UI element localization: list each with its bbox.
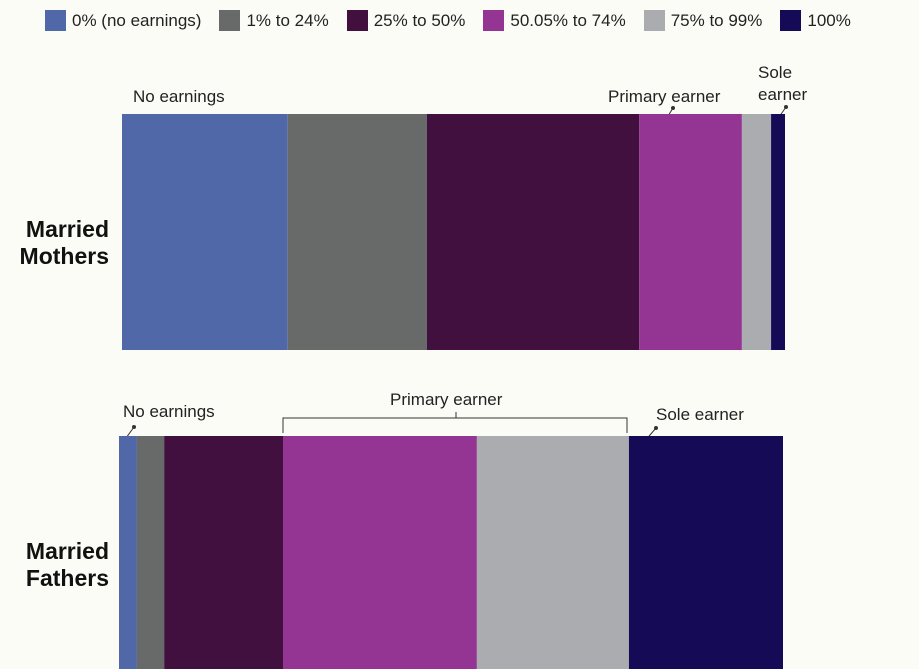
legend-label: 25% to 50% — [373, 10, 466, 30]
legend-label: 50.05% to 74% — [510, 10, 626, 30]
bar-segment — [164, 436, 284, 669]
legend-item: 100% — [780, 10, 851, 31]
legend-swatch — [780, 10, 802, 31]
legend-label: 100% — [807, 10, 851, 30]
legend-swatch — [219, 10, 241, 31]
legend-swatch — [643, 10, 665, 31]
legend: 0% (no earnings) 1% to 24% 25% to 50% 50.05… — [45, 10, 869, 31]
annotation: No earnings — [133, 87, 225, 106]
category-label: Married Mothers — [19, 216, 109, 269]
bar-segment — [639, 114, 742, 350]
bar-segment — [287, 114, 427, 350]
bar-segment — [119, 436, 137, 669]
bracket — [282, 412, 628, 433]
leader-dot — [671, 106, 675, 110]
legend-item: 25% to 50% — [346, 10, 466, 31]
legend-label: 1% to 24% — [246, 10, 329, 30]
bar-segment — [771, 114, 785, 350]
legend-swatch — [483, 10, 505, 31]
annotation: Sole earner — [758, 63, 808, 104]
leaders — [125, 105, 788, 443]
category-label: Married Fathers — [25, 538, 109, 591]
leader-dot — [784, 105, 788, 109]
legend-label: 0% (no earnings) — [72, 10, 202, 30]
leader-dot — [132, 425, 136, 429]
legend-item: 0% (no earnings) — [45, 10, 201, 31]
legend-item: 50.05% to 74% — [483, 10, 626, 31]
bar-segment — [476, 436, 629, 669]
annotation: Primary earner — [608, 87, 721, 106]
legend-swatch — [45, 10, 66, 31]
leader-dot — [654, 426, 658, 430]
annotation: No earnings — [123, 402, 215, 421]
legend-item: 75% to 99% — [643, 10, 763, 31]
bar-segment — [741, 114, 772, 350]
bar-segment — [122, 114, 288, 350]
bar-segment — [283, 436, 477, 669]
legend-label: 75% to 99% — [670, 10, 763, 30]
legend-item: 1% to 24% — [219, 10, 329, 31]
annotation: Primary earner — [390, 390, 503, 409]
bar-segment — [136, 436, 165, 669]
bar-segment — [426, 114, 640, 350]
legend-swatch — [346, 10, 368, 31]
annotation: Sole earner — [656, 405, 744, 424]
bar-segment — [628, 436, 783, 669]
